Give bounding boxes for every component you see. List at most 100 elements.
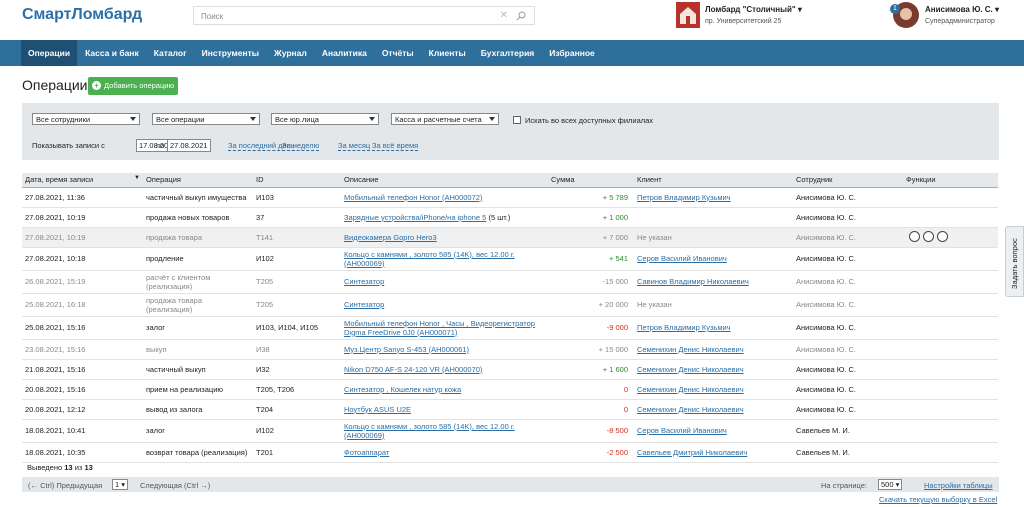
table-row[interactable]: 27.08.2021, 10:19 продажа товара T141 Видео…	[22, 227, 998, 248]
description-link[interactable]: Кольцо с камнями , золото 585 (14K), вес…	[344, 421, 515, 440]
employee-cell: Анисимова Ю. С.	[793, 293, 903, 317]
side-tab[interactable]: Задать вопрос	[1005, 226, 1024, 297]
date-cell: 25.08.2021, 16:18	[22, 293, 143, 317]
table-row[interactable]: 18.08.2021, 10:35 возврат товара (реализа…	[22, 442, 998, 463]
table-row[interactable]: 27.08.2021, 10:19 продажа новых товаров 37…	[22, 207, 998, 228]
column-header[interactable]: Операция	[143, 173, 253, 188]
description-link[interactable]: Синтезатор	[344, 300, 385, 309]
table-row[interactable]: 25.08.2021, 15:16 залог И103, И104, И105 Мо…	[22, 316, 998, 340]
column-header[interactable]: ID	[253, 173, 341, 188]
print-icon[interactable]	[909, 230, 920, 242]
client-link[interactable]: Семенихин Денис Николаевич	[637, 384, 744, 394]
table-row[interactable]: 20.08.2021, 12:12 вывод из залога T204 Ноут…	[22, 399, 998, 420]
page-title: Операции	[22, 77, 88, 93]
filter-select[interactable]: Все юр.лица	[271, 113, 379, 125]
description-link[interactable]: Синтезатор , Кошелек натур кожа	[344, 384, 462, 394]
filter-select[interactable]: Все сотрудники	[32, 113, 140, 125]
quick-link[interactable]: За месяц	[338, 141, 371, 151]
table-settings[interactable]: Настройки таблицы	[924, 481, 993, 490]
nav-item[interactable]: Касса и банк	[85, 48, 139, 58]
amount-cell: -2 500	[548, 442, 634, 463]
export-link[interactable]: Скачать текущую выборку в Excel	[879, 495, 998, 504]
quick-link[interactable]: За всё время	[372, 141, 419, 151]
table-row[interactable]: 25.08.2021, 16:18 продажа товара (реализа…	[22, 293, 998, 317]
nav-item[interactable]: Каталог	[153, 48, 187, 58]
nav-item[interactable]: Операции	[21, 40, 78, 66]
client-link[interactable]: Серов Василий Иванович	[637, 254, 727, 263]
column-header[interactable]: Сумма	[548, 173, 634, 188]
description-link[interactable]: Ноутбук ASUS U2E	[344, 404, 412, 414]
operation-cell: залог	[143, 316, 253, 340]
table-row[interactable]: 23.08.2021, 15:16 выкуп И38 Муз.Центр Sanyo…	[22, 339, 998, 360]
quick-link[interactable]: За неделю	[282, 141, 320, 151]
nav-item[interactable]: Отчёты	[381, 48, 414, 58]
nav-item[interactable]: Инструменты	[201, 48, 260, 58]
client-link[interactable]: Семенихин Денис Николаевич	[637, 404, 744, 414]
client-link[interactable]: Семенихин Денис Николаевич	[637, 344, 744, 354]
description-link[interactable]: Синтезатор	[344, 277, 385, 286]
date-to-label: по	[156, 141, 165, 150]
table-row[interactable]: 27.08.2021, 10:18 продление И102 Кольцо с к…	[22, 247, 998, 271]
branch-name[interactable]: Ломбард "Столичный" ▾	[705, 5, 802, 14]
page-select[interactable]: 1 ▾	[112, 479, 129, 490]
next-page[interactable]: Следующая (Ctrl →)	[140, 481, 211, 490]
edit-icon[interactable]	[923, 230, 934, 242]
description-link[interactable]: Видеокамера Gopro Hero3	[344, 232, 437, 242]
column-header[interactable]: Сотрудник	[793, 173, 903, 188]
nav-item[interactable]: Бухгалтерия	[480, 48, 535, 58]
search-placeholder: Поиск	[201, 12, 224, 21]
search-box[interactable]: Поиск ✕	[193, 6, 535, 25]
table-row[interactable]: 27.08.2021, 11:36 частичный выкуп имущест…	[22, 187, 998, 208]
description-link[interactable]: Зарядные устройства/iPhone/на iphone 5	[344, 212, 487, 222]
filter-select[interactable]: Все операции	[152, 113, 260, 125]
column-header[interactable]: Описание	[341, 173, 548, 188]
functions-cell	[903, 207, 998, 228]
employee-cell: Анисимова Ю. С.	[793, 270, 903, 294]
description-link[interactable]: Мобильный телефон Honor , Часы , Видеоре…	[344, 318, 535, 337]
user-name[interactable]: Анисимова Ю. С. ▾	[925, 5, 1000, 14]
client-cell	[634, 207, 793, 228]
description-link[interactable]: Фотоаппарат	[344, 447, 390, 457]
client-link[interactable]: Семенихин Денис Николаевич	[637, 364, 744, 374]
nav-item[interactable]: Аналитика	[321, 48, 367, 58]
clear-icon[interactable]: ✕	[499, 10, 508, 21]
operation-cell: продажа новых товаров	[143, 207, 253, 228]
prev-page[interactable]: (← Ctrl) Предыдущая	[28, 481, 103, 490]
column-header[interactable]: Дата, время записи ▼	[22, 173, 143, 188]
description-link[interactable]: Nikon D750 AF-S 24-120 VR (AH000070)	[344, 364, 483, 374]
id-cell: T204	[253, 399, 341, 420]
logo[interactable]: СмартЛомбард	[22, 6, 143, 23]
description-link[interactable]: Кольцо с камнями , золото 585 (14K), вес…	[344, 249, 515, 268]
quick-link[interactable]: За последний день	[228, 141, 295, 151]
client-link[interactable]: Петров Владимир Кузьмич	[637, 323, 731, 332]
add-button[interactable]: + Добавить операцию	[88, 77, 178, 95]
table-row[interactable]: 20.08.2021, 15:16 прием на реализацию T205…	[22, 379, 998, 400]
table-row[interactable]: 26.08.2021, 15:19 расчёт с клиентом (реал…	[22, 270, 998, 294]
delete-icon[interactable]	[937, 230, 948, 242]
table-row[interactable]: 21.08.2021, 15:16 частичный выкуп И32 Nikon…	[22, 359, 998, 380]
checkbox-label[interactable]: Искать во всех доступных филиалах	[525, 116, 654, 125]
nav-item[interactable]: Избранное	[549, 48, 595, 58]
column-header[interactable]: Клиент	[634, 173, 793, 188]
client-link[interactable]: Савинов Владимир Николаевич	[637, 277, 749, 286]
description-link[interactable]: Мобильный телефон Honor (AH000072)	[344, 192, 483, 202]
table-row[interactable]: 18.08.2021, 10:41 залог И102 Кольцо с камня…	[22, 419, 998, 443]
functions-cell	[903, 442, 998, 463]
date-cell: 27.08.2021, 11:36	[22, 187, 143, 208]
checkbox[interactable]	[513, 116, 521, 124]
employee-cell: Анисимова Ю. С.	[793, 379, 903, 400]
filter-panel: 17.08.2021 Показывать записи с по 27.08.…	[22, 103, 999, 160]
client-link[interactable]: Серов Василий Иванович	[637, 426, 727, 435]
employee-cell: Анисимова Ю. С.	[793, 247, 903, 271]
description-link[interactable]: Муз.Центр Sanyo S-453 (AH000061)	[344, 344, 470, 354]
per-page-select[interactable]: 500 ▾	[878, 479, 903, 490]
nav-item[interactable]: Клиенты	[428, 48, 466, 58]
notification-badge[interactable]: 1	[890, 4, 900, 14]
nav-item[interactable]: Журнал	[274, 48, 307, 58]
search-icon[interactable]	[516, 11, 526, 21]
date-to[interactable]: 27.08.2021	[167, 139, 211, 152]
id-cell: T205, T206	[253, 379, 341, 400]
filter-select[interactable]: Касса и расчетные счета	[391, 113, 499, 125]
client-link[interactable]: Савельев Дмитрий Николаевич	[637, 447, 748, 457]
client-link[interactable]: Петров Владимир Кузьмич	[637, 192, 731, 202]
